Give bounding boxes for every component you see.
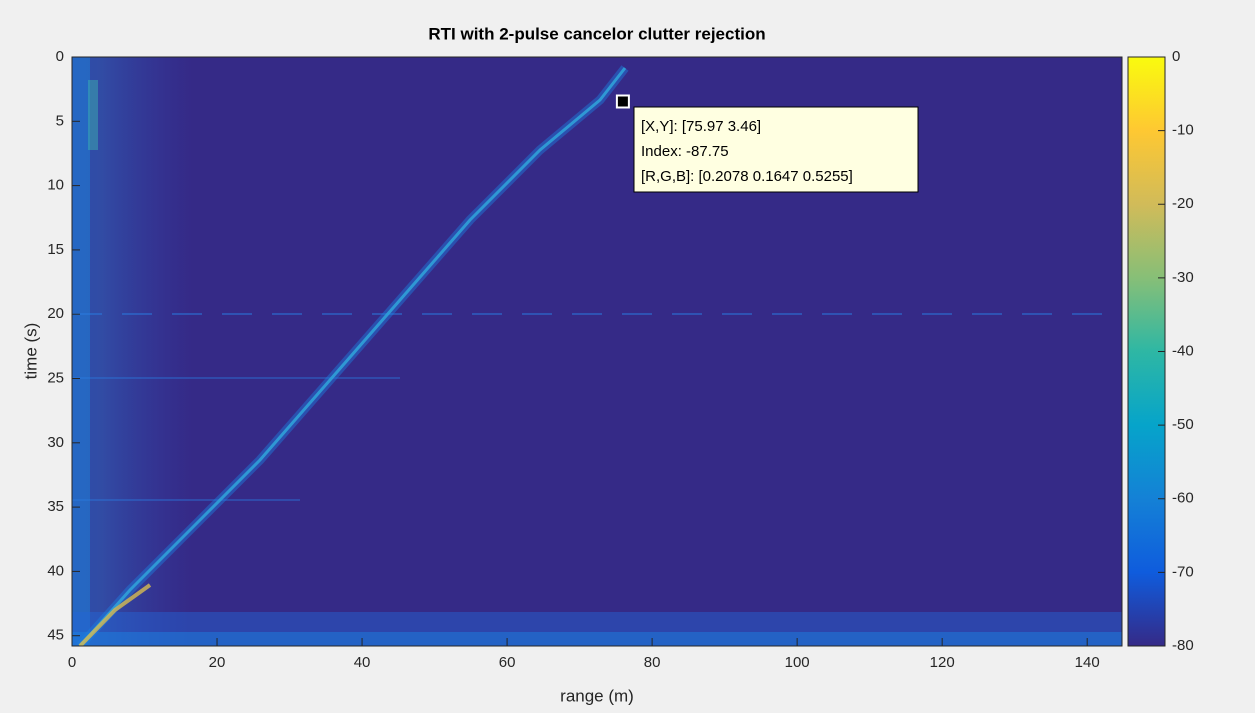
- x-tick-label: 60: [499, 654, 516, 671]
- colorbar-tick-label: -10: [1172, 122, 1194, 139]
- y-axis-label: time (s): [21, 323, 40, 380]
- axes-box: [71, 56, 1123, 647]
- x-tick-label: 20: [209, 654, 226, 671]
- y-tick-label: 40: [47, 562, 64, 579]
- datatip-marker: [615, 94, 630, 109]
- x-tick-label: 40: [354, 654, 371, 671]
- x-tick-label: 120: [930, 654, 955, 671]
- colorbar-tick-label: -20: [1172, 195, 1194, 212]
- datatip[interactable]: [X,Y]: [75.97 3.46] Index: -87.75 [R,G,B]:…: [615, 94, 919, 193]
- heatmap-texture: [72, 57, 1122, 646]
- y-tick-label: 35: [47, 498, 64, 515]
- y-tick-label: 45: [47, 627, 64, 644]
- x-tick-label: 0: [68, 654, 76, 671]
- datatip-line: [R,G,B]: [0.2078 0.1647 0.5255]: [641, 168, 853, 185]
- x-tick-label: 100: [785, 654, 810, 671]
- y-tick-label: 25: [47, 369, 64, 386]
- y-tick-label: 15: [47, 241, 64, 258]
- y-tick-label: 20: [47, 305, 64, 322]
- plot-area: [72, 57, 1122, 646]
- y-tick-label: 0: [56, 48, 64, 65]
- colorbar-tick-label: -70: [1172, 563, 1194, 580]
- x-axis-label: range (m): [560, 686, 634, 705]
- colorbar-tick-label: -30: [1172, 269, 1194, 286]
- y-tick-label: 10: [47, 177, 64, 194]
- colorbar-tick-label: -60: [1172, 490, 1194, 507]
- colorbar-tick-label: -80: [1172, 637, 1194, 654]
- y-tick-label: 30: [47, 434, 64, 451]
- colorbar-tick-label: 0: [1172, 48, 1180, 65]
- colorbar-tick-label: -50: [1172, 416, 1194, 433]
- y-tick-label: 5: [56, 112, 64, 129]
- datatip-line: [X,Y]: [75.97 3.46]: [641, 118, 761, 135]
- x-tick-label: 140: [1075, 654, 1100, 671]
- x-tick-label: 80: [644, 654, 661, 671]
- colorbar-tick-label: -40: [1172, 342, 1194, 359]
- chart-title: RTI with 2-pulse cancelor clutter reject…: [428, 24, 765, 43]
- datatip-line: Index: -87.75: [641, 143, 729, 160]
- datatip-box: [633, 106, 919, 193]
